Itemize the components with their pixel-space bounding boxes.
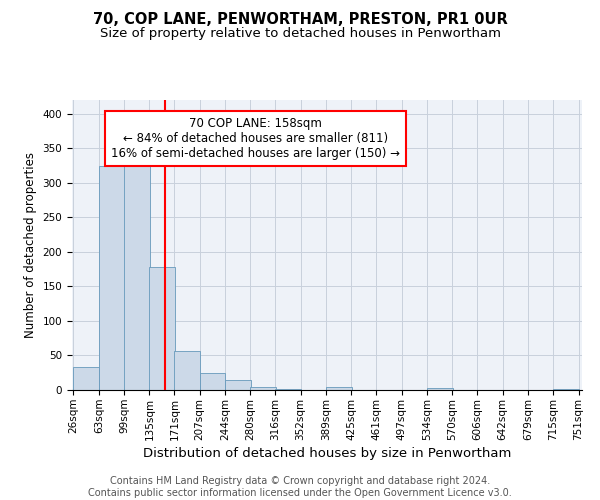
X-axis label: Distribution of detached houses by size in Penwortham: Distribution of detached houses by size … xyxy=(143,446,511,460)
Bar xyxy=(124,158,149,390)
Bar xyxy=(199,372,225,390)
Bar xyxy=(326,386,352,390)
Text: 70, COP LANE, PENWORTHAM, PRESTON, PR1 0UR: 70, COP LANE, PENWORTHAM, PRESTON, PR1 0… xyxy=(92,12,508,28)
Bar xyxy=(225,380,251,390)
Text: 70 COP LANE: 158sqm
← 84% of detached houses are smaller (811)
16% of semi-detac: 70 COP LANE: 158sqm ← 84% of detached ho… xyxy=(111,118,400,160)
Text: Size of property relative to detached houses in Penwortham: Size of property relative to detached ho… xyxy=(100,28,500,40)
Bar xyxy=(250,386,276,390)
Bar xyxy=(149,267,175,390)
Bar xyxy=(175,350,200,390)
Bar xyxy=(73,367,99,390)
Bar xyxy=(553,388,579,390)
Bar xyxy=(275,388,301,390)
Y-axis label: Number of detached properties: Number of detached properties xyxy=(24,152,37,338)
Text: Contains HM Land Registry data © Crown copyright and database right 2024.
Contai: Contains HM Land Registry data © Crown c… xyxy=(88,476,512,498)
Bar xyxy=(427,388,453,390)
Bar xyxy=(99,166,125,390)
